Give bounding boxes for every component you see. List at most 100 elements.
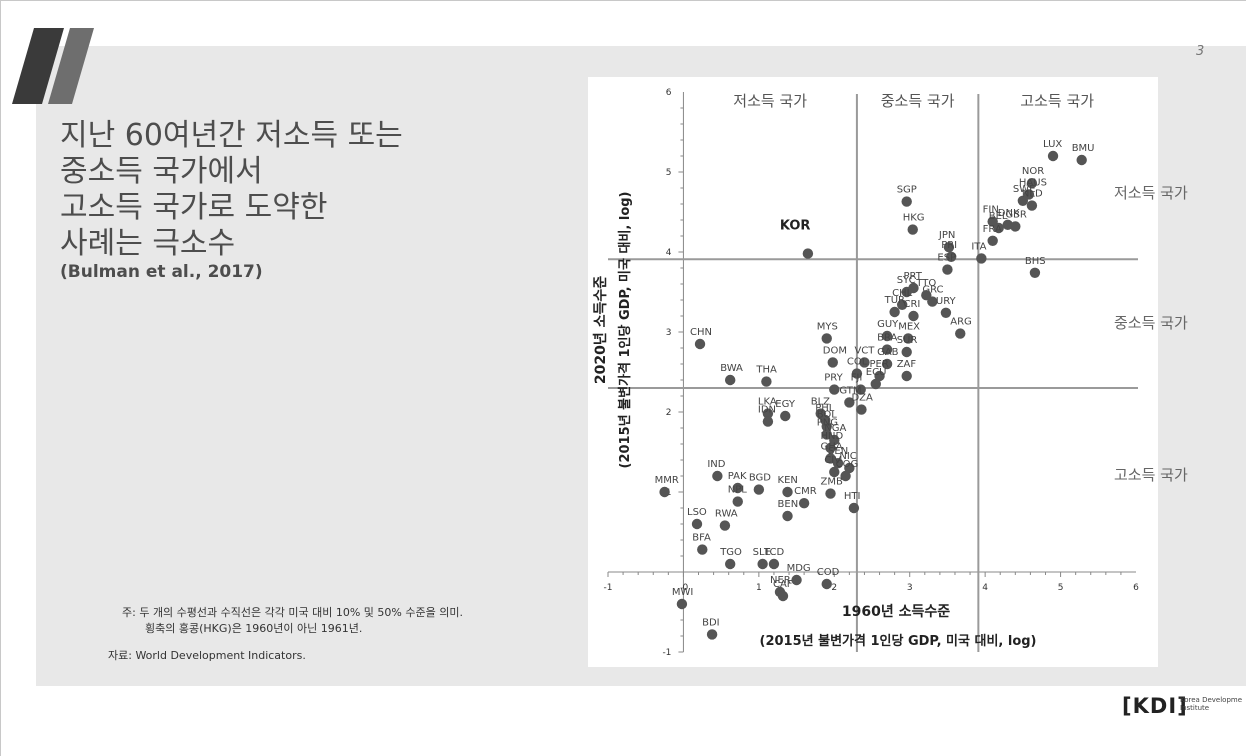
point-label: COG [836,459,859,470]
kdi-caption-line: Korea Developme [1180,696,1243,704]
point-label: ZAF [897,359,917,370]
point-label: BOL [817,409,838,420]
point-label: MDG [787,563,811,574]
y-tick-label: 3 [666,328,672,338]
point-label: TGO [719,547,742,558]
data-point [993,222,1004,234]
point-label: HTI [844,491,861,502]
title-line: 고소득 국가로 도약한 [60,190,328,225]
point-label: BFA [692,533,711,544]
data-point [840,470,851,482]
y-tick-label: 5 [666,168,672,178]
x-tick-label: -1 [604,583,613,593]
data-point [851,368,863,379]
point-label: PHL [815,403,835,414]
data-point [1026,178,1038,189]
data-point [719,520,731,531]
x-tick-label: 3 [907,583,913,593]
data-point [903,333,914,344]
data-point [901,196,912,207]
point-label: COL [847,357,868,368]
kdi-logo-mark: [KDI] [1122,694,1188,718]
kdi-caption-line: Institute [1180,704,1210,712]
data-point [987,235,998,246]
point-label: NLD [1022,189,1043,200]
x-tick-label: 1 [756,583,762,593]
point-label: SYC [897,275,916,286]
y-tick-label: -1 [662,648,671,658]
point-label: BGD [749,473,771,484]
data-point [856,404,867,415]
data-point [901,370,912,382]
point-label: IND [707,459,725,470]
point-label: ESP [937,253,956,264]
data-point [1010,221,1021,232]
data-point [881,358,893,370]
point-label: LUX [1043,139,1062,150]
data-point [825,488,836,499]
point-label: BLZ [811,397,830,408]
data-point [782,486,793,498]
data-point [691,518,703,530]
y-tick-label: 4 [666,248,672,258]
point-label: NOR [1022,166,1044,177]
point-label: CHN [690,327,712,338]
data-point [724,374,736,386]
data-point [791,574,802,586]
data-point [1047,150,1059,162]
x-tick-label: 2 [831,583,837,593]
data-point [802,248,814,259]
data-point [921,290,932,301]
data-point [976,253,987,264]
point-label: BEL [989,211,1008,222]
y-tick-label: 6 [666,88,672,98]
point-label: SLE [753,547,771,558]
point-label: GTM [839,385,861,396]
data-point [659,486,670,498]
data-point [777,590,789,602]
data-point [706,629,718,640]
point-label: BEN [778,499,799,510]
data-point [908,310,919,322]
row-label-low: 저소득 국가 [1114,184,1188,202]
data-point [889,306,900,318]
data-point [829,466,840,478]
column-label: 중소득 국가 [881,92,955,110]
point-label: VCT [854,345,875,356]
data-point [870,378,881,390]
data-point [825,442,836,454]
point-label: FRA [983,224,1002,235]
point-label: ZMB [821,477,843,488]
x-tick-label: 4 [982,583,988,593]
column-label: 저소득 국가 [733,92,807,110]
data-point [694,338,706,350]
point-label: HND [821,431,844,442]
point-label: SEN [828,446,848,457]
point-label: SWE [1013,184,1036,195]
title-line: 지난 60여년간 저소득 또는 [60,118,403,153]
kdi-logo-caption: Korea Developme Institute [1180,696,1242,712]
data-point [753,484,765,495]
data-point [844,462,855,474]
point-label: NPL [728,485,748,496]
point-label: GBR [1005,209,1027,220]
data-point [1026,200,1038,211]
data-point [829,434,840,446]
data-point [757,558,768,570]
point-label: MEX [898,321,920,332]
data-point [1029,267,1041,278]
point-label: FIN [983,205,999,216]
data-point [943,242,955,253]
point-label: GHA [821,441,843,452]
point-label: SUR [897,335,918,346]
data-point [768,558,780,570]
x-axis-subtitle: (2015년 불변가격 1인당 GDP, 미국 대비, log) [760,633,1037,649]
point-label: BRA [877,333,897,344]
point-label: LSO [687,507,707,518]
data-point [827,357,838,368]
footnote-line: 횡축의 홍콩(HKG)은 1960년이 아닌 1961년. [145,622,363,635]
footnote-line: 주: 두 개의 수평선과 수직선은 각각 미국 대비 10% 및 50% 수준을… [122,606,463,619]
point-label: JPN [938,230,955,241]
point-label: BHS [1025,256,1046,267]
y-axis-title: 2020년 소득수준 [593,276,609,384]
